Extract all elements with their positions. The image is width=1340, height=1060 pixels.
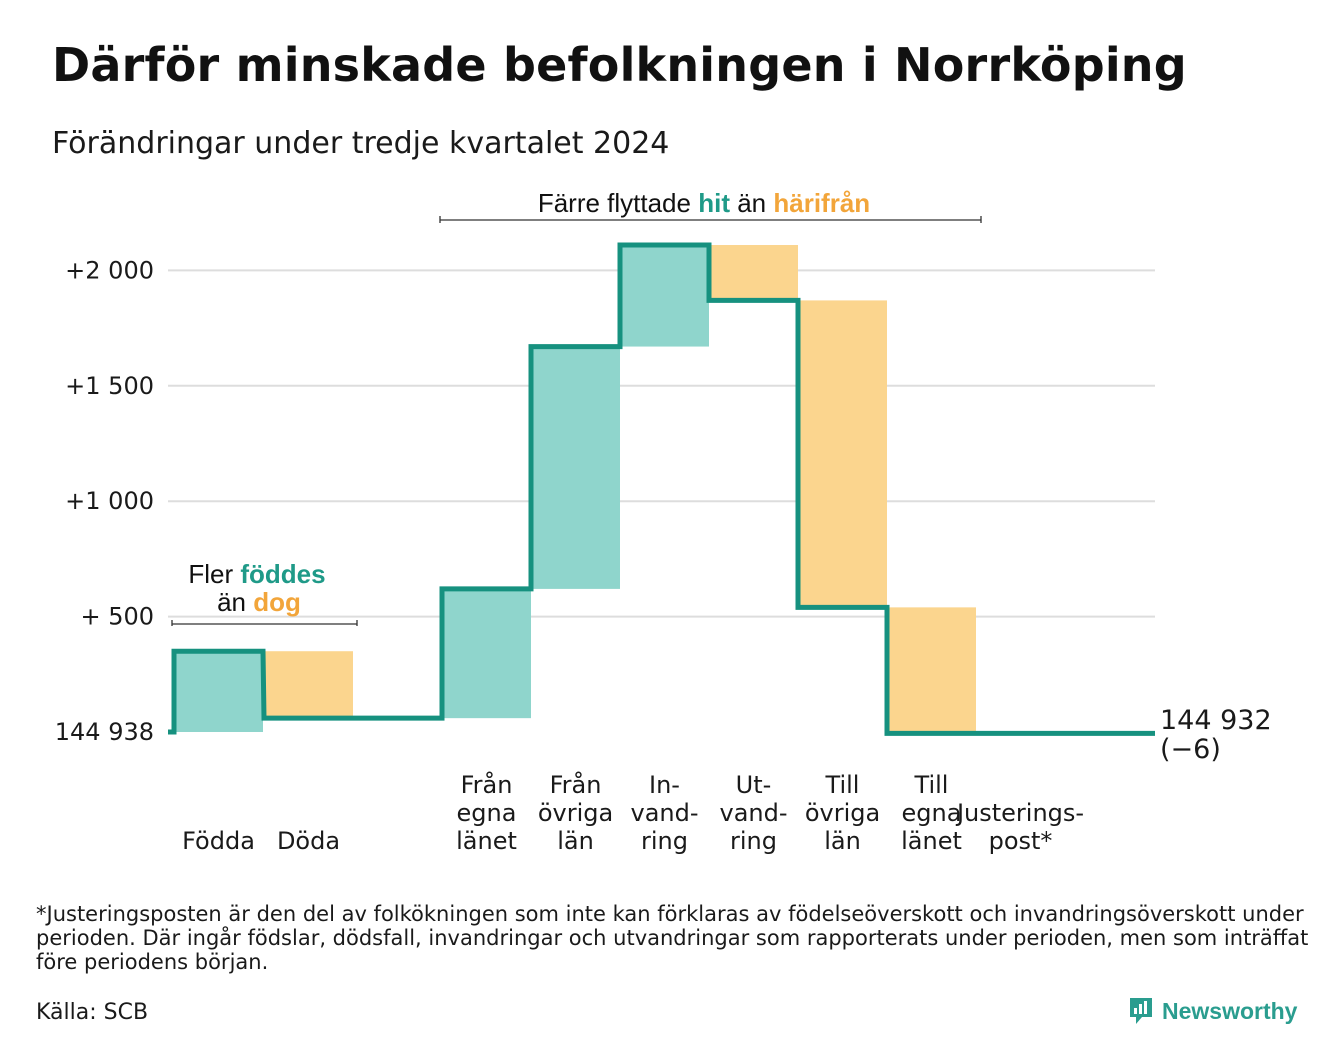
bar-increase [620,245,709,347]
y-tick-label: 144 938 [55,718,154,746]
category-label: Födda [182,827,255,855]
migration-annotation-middle: än [730,188,773,218]
y-tick-label: + 500 [80,603,154,631]
category-label: länet [901,827,962,855]
births-annotation-line2: än dog [217,587,301,617]
category-label: Från [550,770,602,799]
cumulative-step-line [168,242,1155,736]
category-label: vand- [630,799,698,827]
waterfall-chart: 144 938 + 500 +1 000 +1 500 +2 000 Födda Döda F… [55,188,1272,855]
bar-decrease [709,245,798,301]
source: Källa: SCB [36,1000,149,1025]
migration-annotation-hit: hit [698,188,730,218]
category-label: vand- [719,799,787,827]
deaths-annotation-highlight: dog [253,587,301,617]
category-label: egna [457,799,517,827]
category-label: post* [989,827,1053,855]
end-change-label: (−6) [1160,734,1221,765]
category-label: In- [649,771,680,799]
category-label: Justerings- [955,799,1084,827]
category-label: län [557,827,594,855]
category-label: länet [456,827,517,855]
category-label: Ut- [736,771,772,799]
births-annotation-line1: Fler föddes [188,559,325,589]
bar-increase [531,346,620,589]
category-label: övriga [805,799,880,827]
newsworthy-icon [1130,998,1152,1024]
migration-annotation: Färre flyttade hit än härifrån [538,188,870,218]
births-bracket [171,620,358,626]
brand-name: Newsworthy [1162,997,1298,1024]
category-label: Från [461,770,513,799]
chart-subtitle: Förändringar under tredje kvartalet 2024 [52,126,670,161]
category-label: Till [914,771,949,799]
births-annotation-highlight: föddes [240,559,325,589]
bar-increase [442,588,531,719]
category-label: län [824,827,861,855]
migration-annotation-harifran: härifrån [773,188,870,218]
deaths-annotation-prefix: än [217,587,253,617]
category-label: ring [641,827,688,855]
chart-title: Därför minskade befolkningen i Norrköpin… [52,38,1187,92]
brand-logo: Newsworthy [1128,996,1297,1026]
bar-decrease [264,651,353,719]
category-label: övriga [538,799,613,827]
births-annotation-prefix: Fler [188,559,240,589]
category-label: egna [902,799,962,827]
footnote: *Justeringsposten är den del av folkökni… [36,902,1309,974]
bar-increase [174,651,263,732]
category-label: Till [825,771,860,799]
y-tick-label: +2 000 [65,256,154,284]
migration-annotation-prefix: Färre flyttade [538,188,698,218]
bar-decrease [887,607,976,734]
migration-bracket [439,216,982,223]
y-tick-label: +1 500 [65,372,154,400]
bar-decrease [798,300,887,608]
category-label: ring [730,827,777,855]
y-tick-label: +1 000 [65,487,154,515]
category-label: Döda [277,827,340,855]
end-value-label: 144 932 [1160,705,1272,736]
